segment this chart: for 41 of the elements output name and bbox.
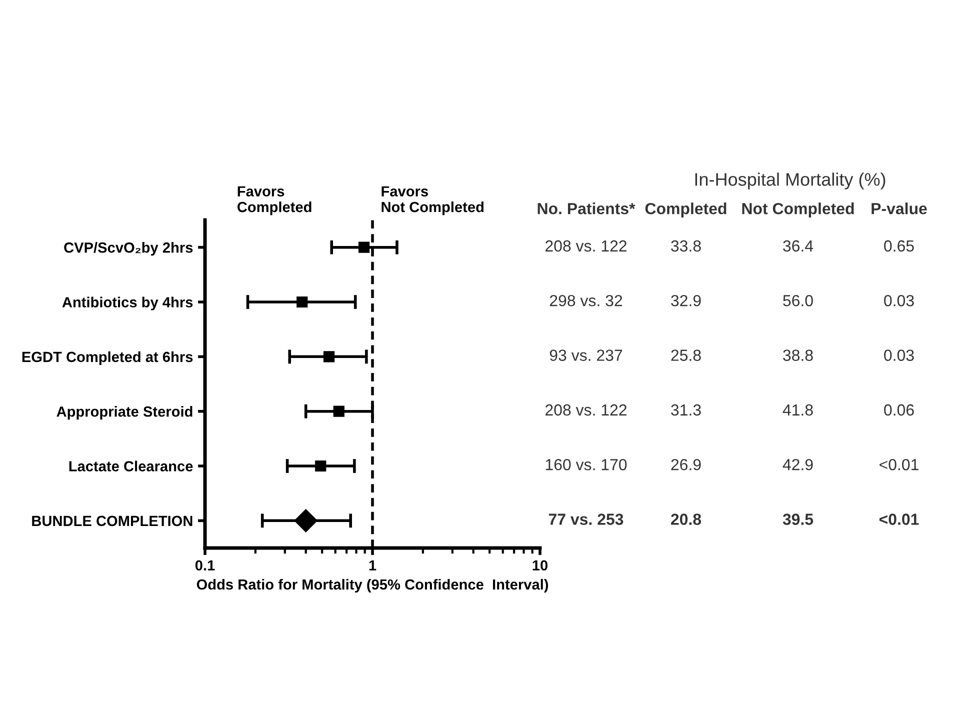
text: 20.8	[671, 514, 702, 525]
text: 38.8	[783, 350, 813, 361]
text: Favors Completed	[237, 186, 312, 216]
text: In-Hospital Mortality (%)	[695, 172, 886, 190]
y-tick-label: Antibiotics by 4hrs	[62, 296, 193, 310]
text: 160 vs. 170	[546, 458, 627, 470]
text: 31.3	[671, 404, 701, 416]
y-tick-label: EGDT Completed at 6hrs	[22, 351, 193, 365]
text: <0.01	[879, 514, 919, 525]
x-tick-label: 1	[369, 560, 376, 570]
y-tick-label: Appropriate Steroid	[56, 406, 192, 420]
text: 41.8	[782, 404, 813, 416]
text: 25.8	[671, 350, 701, 361]
text: 0.06	[884, 404, 914, 416]
text: 77 vs. 253	[548, 514, 624, 525]
text: 36.4	[783, 240, 814, 252]
y-tick-label: Lactate Clearance	[69, 460, 193, 472]
text: Not Completed	[742, 202, 854, 218]
x-axis-title: Odds Ratio for Mortality (95% Confidence Interval)	[196, 578, 548, 593]
text: 298 vs. 32	[550, 294, 622, 306]
text: 0.03	[884, 350, 914, 361]
x-tick-label: 0.1	[195, 560, 215, 571]
text: 39.5	[782, 514, 814, 525]
text: 93 vs. 237	[550, 350, 622, 361]
text: 0.65	[884, 240, 914, 252]
text: Favors Not Completed	[382, 186, 484, 216]
text: 33.8	[671, 240, 701, 252]
text: P-value	[872, 202, 927, 214]
text: 32.9	[671, 294, 701, 306]
y-tick-label: BUNDLE COMPLETION	[32, 516, 192, 526]
text: 208 vs. 122	[546, 404, 626, 416]
text: 0.03	[884, 294, 914, 306]
text: 42.9	[782, 458, 813, 470]
y-tick-label: CVP/ScvO₂by 2hrs	[64, 242, 193, 256]
text: No. Patients*	[538, 202, 636, 214]
text: 26.9	[671, 458, 701, 470]
text: 208 vs. 122	[546, 240, 626, 252]
text: 56.0	[783, 294, 813, 306]
text: Completed	[645, 202, 726, 218]
x-tick-label: 10	[532, 560, 548, 571]
text: <0.01	[880, 458, 918, 470]
